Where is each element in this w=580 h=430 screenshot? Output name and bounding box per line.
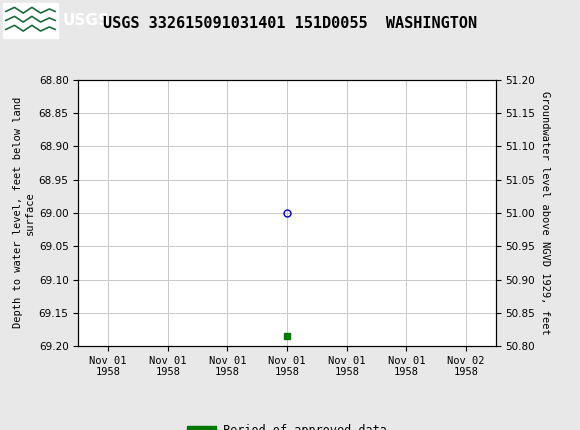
- Text: USGS 332615091031401 151D0055  WASHINGTON: USGS 332615091031401 151D0055 WASHINGTON: [103, 16, 477, 31]
- Y-axis label: Groundwater level above NGVD 1929, feet: Groundwater level above NGVD 1929, feet: [539, 91, 550, 335]
- Y-axis label: Depth to water level, feet below land
surface: Depth to water level, feet below land su…: [13, 97, 35, 329]
- Text: USGS: USGS: [63, 13, 110, 28]
- Bar: [3, 3, 58, 37]
- Legend: Period of approved data: Period of approved data: [182, 419, 392, 430]
